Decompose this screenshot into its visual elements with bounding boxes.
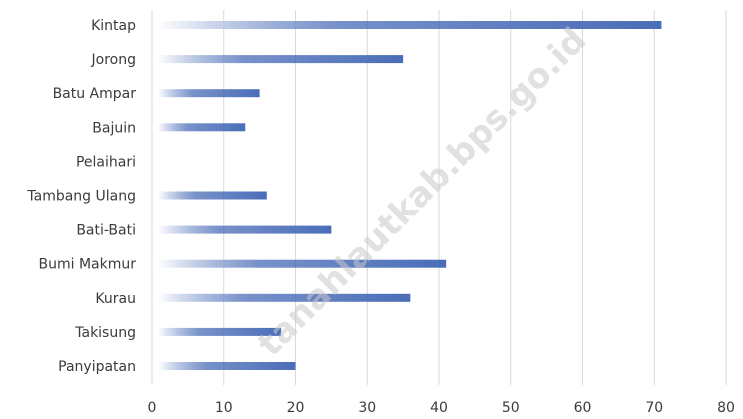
- x-tick-label: 40: [430, 400, 448, 416]
- bar: [158, 327, 282, 336]
- x-tick-label: 50: [502, 400, 520, 416]
- x-tick-labels: 0 10 20 30 40 50 60 70 80: [148, 400, 735, 416]
- x-tick-label: 70: [645, 400, 663, 416]
- category-label: Panyipatan: [58, 359, 136, 375]
- x-tick-label: 0: [148, 400, 157, 416]
- category-label: Kintap: [91, 18, 136, 34]
- bar: [158, 55, 404, 64]
- category-label: Bati-Bati: [76, 223, 136, 239]
- x-tick-label: 10: [215, 400, 233, 416]
- bar: [158, 259, 447, 268]
- bar: [158, 123, 246, 132]
- category-label: Kurau: [95, 291, 136, 307]
- bar: [158, 191, 267, 200]
- watermark: tanahlautkab.bps.go.id: [250, 20, 594, 364]
- bar: [158, 21, 662, 29]
- bar: [158, 293, 411, 302]
- x-tick-label: 60: [574, 400, 592, 416]
- gridlines: [151, 10, 727, 385]
- bar: [158, 225, 332, 234]
- bars: [158, 21, 662, 370]
- x-tick-label: 20: [287, 400, 305, 416]
- category-label: Bumi Makmur: [39, 257, 137, 273]
- category-label: Batu Ampar: [53, 86, 137, 102]
- category-label: Tambang Ulang: [26, 189, 136, 205]
- category-label: Takisung: [74, 325, 136, 341]
- category-label: Bajuin: [92, 120, 136, 136]
- x-tick-label: 80: [717, 400, 735, 416]
- bar: [158, 89, 260, 98]
- category-label: Jorong: [91, 52, 136, 68]
- bar: [158, 362, 296, 370]
- category-labels: Kintap Jorong Batu Ampar Bajuin Pelaihari Tam…: [26, 18, 136, 375]
- x-tick-label: 30: [358, 400, 376, 416]
- category-label: Pelaihari: [76, 154, 136, 170]
